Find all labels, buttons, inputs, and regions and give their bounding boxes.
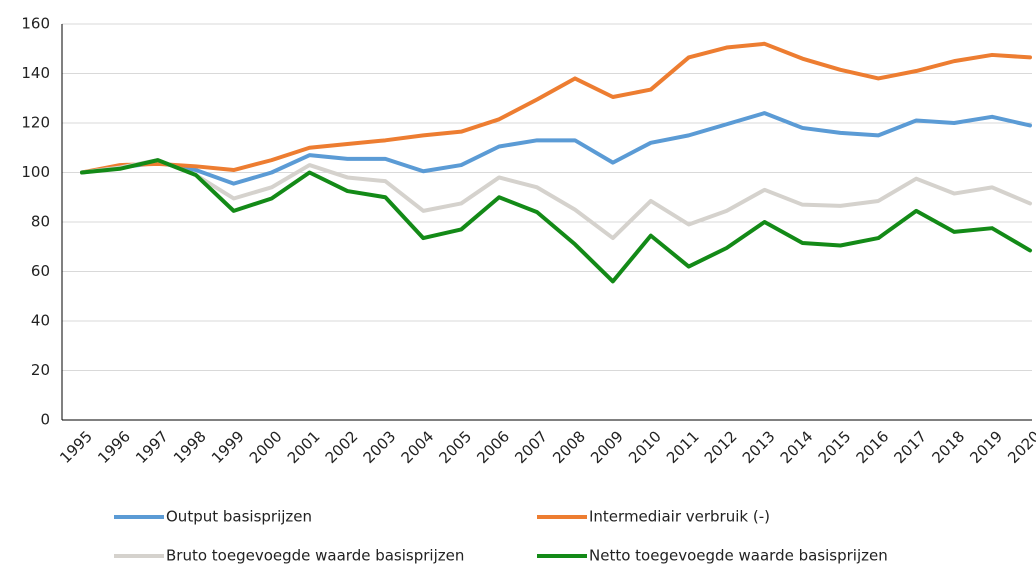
x-tick-label: 2017	[891, 427, 931, 467]
legend-label: Netto toegevoegde waarde basisprijzen	[589, 547, 888, 565]
x-tick-label: 2008	[549, 427, 589, 467]
x-tick-label: 2020	[1004, 427, 1036, 467]
x-tick-label: 2002	[322, 427, 362, 467]
x-tick-label: 1999	[208, 427, 248, 467]
series-line	[80, 111, 1032, 186]
y-tick-label: 40	[31, 312, 50, 330]
y-tick-label: 80	[31, 213, 50, 231]
legend-label: Bruto toegevoegde waarde basisprijzen	[166, 547, 464, 565]
x-tick-label: 2014	[777, 427, 817, 467]
y-tick-label: 140	[21, 64, 50, 82]
y-tick-label: 20	[31, 361, 50, 379]
x-tick-label: 2005	[435, 427, 475, 467]
series-line	[80, 158, 1032, 241]
y-tick-label: 60	[31, 262, 50, 280]
x-tick-label: 2018	[928, 427, 968, 467]
x-tick-label: 2015	[815, 427, 855, 467]
x-tick-label: 1995	[56, 427, 96, 467]
x-tick-label: 2004	[398, 427, 438, 467]
x-tick-label: 2011	[663, 427, 703, 467]
y-tick-label: 100	[21, 163, 50, 181]
x-tick-label: 2003	[360, 427, 400, 467]
legend-label: Intermediair verbruik (-)	[589, 508, 770, 526]
y-tick-label: 160	[21, 15, 50, 33]
x-tick-label: 2001	[284, 427, 324, 467]
x-tick-label: 1998	[170, 427, 210, 467]
x-tick-label: 2013	[739, 427, 779, 467]
x-tick-label: 2009	[587, 427, 627, 467]
x-tick-label: 2019	[966, 427, 1006, 467]
x-tick-label: 1996	[94, 427, 134, 467]
x-tick-label: 2000	[246, 427, 286, 467]
y-tick-label: 0	[40, 411, 50, 429]
x-tick-label: 1997	[132, 427, 172, 467]
x-tick-label: 2006	[473, 427, 513, 467]
x-tick-label: 2007	[511, 427, 551, 467]
legend-label: Output basisprijzen	[166, 508, 312, 526]
y-tick-label: 120	[21, 114, 50, 132]
x-tick-label: 2010	[625, 427, 665, 467]
x-tick-label: 2016	[853, 427, 893, 467]
x-tick-label: 2012	[701, 427, 741, 467]
series-line	[80, 158, 1032, 284]
series-line	[80, 41, 1032, 175]
